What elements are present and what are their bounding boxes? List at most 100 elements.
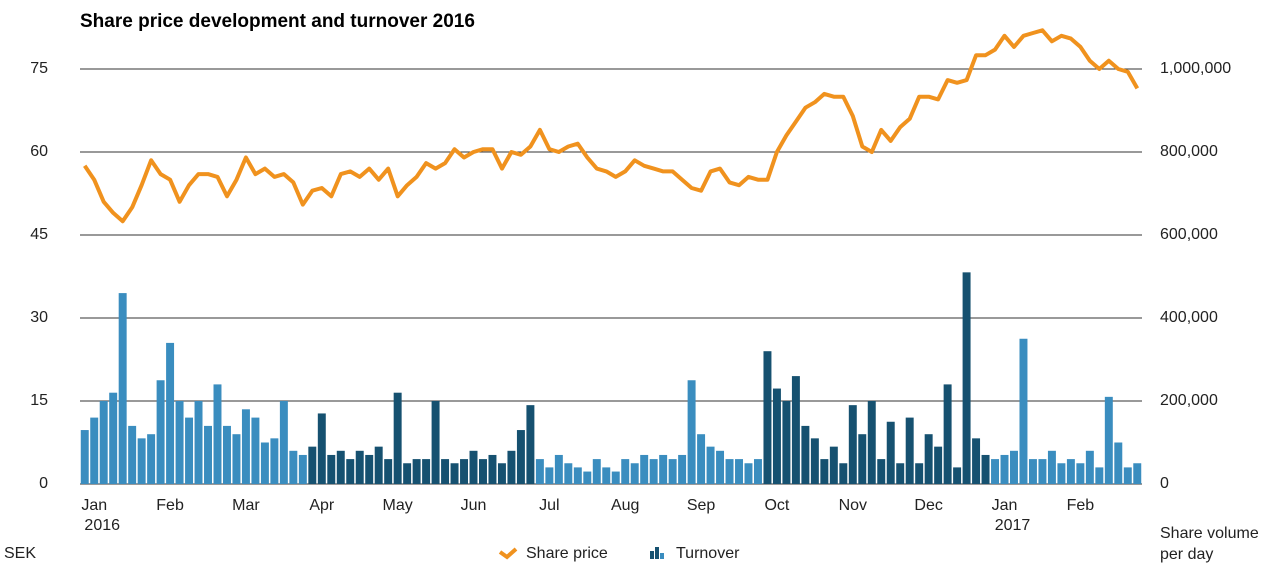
bar [972, 438, 981, 484]
bar [621, 459, 630, 484]
x-tick-label: Dec [914, 497, 942, 514]
bar [867, 401, 876, 484]
bar [1095, 467, 1104, 484]
legend-label: Turnover [676, 545, 740, 562]
bar [753, 459, 762, 484]
bar [365, 454, 374, 484]
bar [298, 454, 307, 484]
bar [251, 417, 260, 484]
bar [668, 459, 677, 484]
bar [80, 430, 89, 484]
x-tick-label: Oct [764, 497, 789, 514]
y-tick-label: 75 [30, 60, 48, 77]
bar [535, 459, 544, 484]
bar [308, 446, 317, 484]
bar [222, 425, 231, 484]
bar [507, 450, 516, 484]
bar [1019, 338, 1028, 484]
bar [697, 434, 706, 484]
bar [431, 401, 440, 484]
bar [118, 293, 127, 484]
bar [289, 450, 298, 484]
x-tick-label: Mar [232, 497, 260, 514]
bar [1057, 463, 1066, 484]
bar [270, 438, 279, 484]
bar [241, 409, 250, 484]
bar [848, 405, 857, 484]
bar [554, 454, 563, 484]
bar [526, 405, 535, 484]
bar [336, 450, 345, 484]
y-tick-label: 30 [30, 309, 48, 326]
bar [991, 459, 1000, 484]
y-tick-label: 0 [39, 475, 48, 492]
x-tick-label: Feb [156, 497, 184, 514]
bar [573, 467, 582, 484]
bar [583, 471, 592, 484]
bar [317, 413, 326, 484]
x-tick-label: Feb [1067, 497, 1095, 514]
bar [545, 467, 554, 484]
bar [934, 446, 943, 484]
bar [147, 434, 156, 484]
bar [175, 401, 184, 484]
bar [592, 459, 601, 484]
bar [1000, 454, 1009, 484]
y2-axis-label: per day [1160, 546, 1213, 563]
y-tick-label: 15 [30, 392, 48, 409]
bar [346, 459, 355, 484]
y2-tick-label: 0 [1160, 475, 1169, 492]
y2-tick-label: 800,000 [1160, 143, 1218, 160]
bar [763, 351, 772, 484]
x-tick-label: Jun [461, 497, 487, 514]
bar [924, 434, 933, 484]
bar [687, 380, 696, 484]
bar [128, 425, 137, 484]
bar [412, 459, 421, 484]
bar [801, 425, 810, 484]
bar [564, 463, 573, 484]
bar [772, 388, 781, 484]
bar [602, 467, 611, 484]
bar [194, 401, 203, 484]
legend-swatch [650, 551, 654, 559]
x-tick-label: Jan [81, 497, 107, 514]
bar [204, 425, 212, 484]
x-tick-label: Jul [539, 497, 559, 514]
bar [981, 454, 990, 484]
y2-axis-label: Share volume [1160, 525, 1259, 542]
bar [109, 392, 118, 484]
bar [137, 438, 146, 484]
bar [1133, 463, 1142, 484]
bar [744, 463, 753, 484]
bar [725, 459, 734, 484]
x-tick-label: Sep [687, 497, 716, 514]
x-year-label: 2016 [84, 517, 120, 534]
bar [260, 442, 269, 484]
bar [1028, 459, 1037, 484]
x-tick-label: May [383, 497, 413, 514]
bar [1085, 450, 1094, 484]
bar [469, 450, 478, 484]
bar [829, 446, 838, 484]
y-tick-label: 60 [30, 143, 48, 160]
bar [384, 459, 393, 484]
x-tick-label: Aug [611, 497, 639, 514]
bar [213, 384, 222, 484]
x-year-label: 2017 [995, 517, 1031, 534]
bar [90, 417, 99, 484]
bar [915, 463, 924, 484]
legend-swatch [498, 547, 518, 560]
bar [1066, 459, 1075, 484]
bar [497, 463, 506, 484]
legend-label: Share price [526, 545, 608, 562]
x-tick-label: Nov [839, 497, 867, 514]
legend-swatch [655, 547, 659, 559]
bar [886, 421, 895, 484]
bar [279, 401, 288, 484]
y2-tick-label: 1,000,000 [1160, 60, 1231, 77]
bar [422, 459, 431, 484]
bar [877, 459, 886, 484]
bar [1038, 459, 1047, 484]
